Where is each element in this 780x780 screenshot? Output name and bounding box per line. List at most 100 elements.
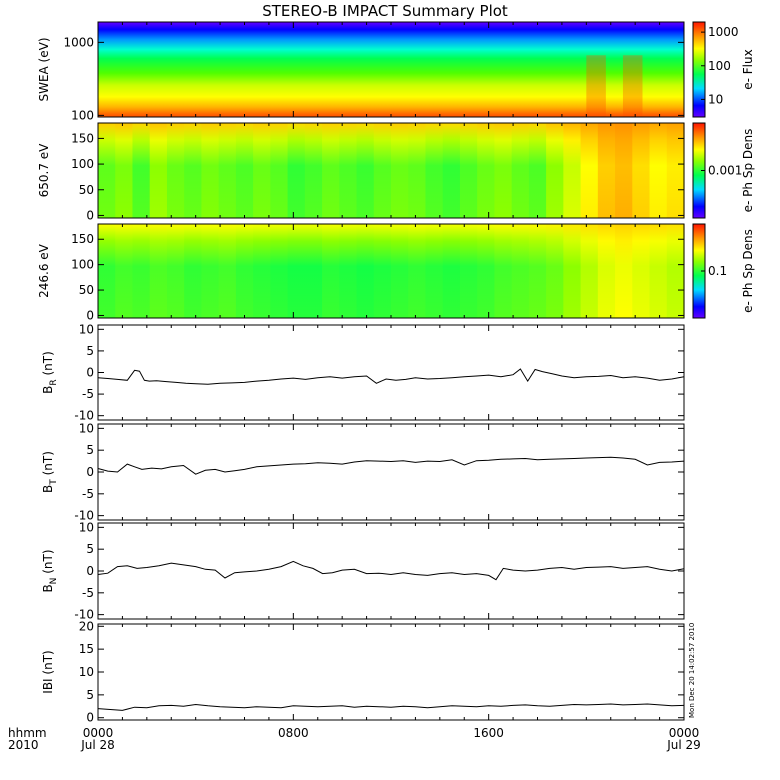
pad-650-ytick-label: 0 <box>86 208 94 222</box>
pad-650-column <box>494 123 513 218</box>
pad-246-column <box>477 224 496 318</box>
panel-bmag: 0 5 10 15 20 IBI (nT) <box>41 619 685 725</box>
bn-ytick-label: 0 <box>86 564 94 578</box>
panel-bn: -10 -5 0 5 10 BN (nT) <box>41 520 685 622</box>
bt-ylabel-unit: (nT) <box>41 451 55 479</box>
bmag-ytick-label: 15 <box>79 642 94 656</box>
pad-650-column <box>356 123 375 218</box>
pad-650-column <box>132 123 151 218</box>
pad-650-column <box>218 123 237 218</box>
bn-ylabel: BN (nT) <box>41 549 59 592</box>
pad-650-column <box>339 123 358 218</box>
pad-246-column <box>632 224 651 318</box>
pad-650-column <box>649 123 668 218</box>
bmag-ytick-label: 10 <box>79 665 94 679</box>
pad-246-column <box>98 224 116 318</box>
swea-colorbar-tick-label: 100 <box>708 59 731 73</box>
bn-ylabel-main: B <box>41 584 55 592</box>
bt-ytick-label: -5 <box>82 487 94 501</box>
pad-650-heatmap <box>98 123 685 218</box>
bn-ytick-label: 5 <box>86 542 94 556</box>
swea-heatmap <box>98 22 684 117</box>
br-series-line <box>97 368 685 385</box>
pad-246-column <box>132 224 151 318</box>
pad-246-column <box>408 224 427 318</box>
pad-650-column <box>270 123 289 218</box>
pad-246-column <box>373 224 392 318</box>
pad-650-column <box>425 123 444 218</box>
pad-650-column <box>149 123 168 218</box>
pad-246-column <box>287 224 306 318</box>
swea-colorbar-label: e- Flux <box>741 49 755 89</box>
x-axis-row1-label: hhmm <box>8 726 47 740</box>
pad-650-column <box>304 123 323 218</box>
bmag-ytick-label: 5 <box>86 688 94 702</box>
pad-650-ytick-label: 150 <box>71 131 94 145</box>
pad-650-colorbar-tick-label: 0.001 <box>708 164 742 178</box>
pad-246-column <box>597 224 616 318</box>
bt-ytick-label: 10 <box>79 421 94 435</box>
x-tick-time-label: 0000 <box>83 726 114 740</box>
pad-650-column <box>253 123 271 218</box>
timestamp-label: Mon Dec 20 14:02:57 2010 <box>688 623 696 718</box>
bt-frame <box>97 423 685 521</box>
pad-650-column <box>184 123 203 218</box>
swea-colorbar-tick-label: 10 <box>708 92 723 106</box>
swea-colorbar-tick-label: 1000 <box>708 25 739 39</box>
pad-650-column <box>546 123 564 218</box>
x-tick-date-label: Jul 29 <box>666 738 701 752</box>
pad-246-column <box>442 224 461 318</box>
pad-650-column <box>615 123 633 218</box>
pad-246-column <box>356 224 375 318</box>
pad-650-column <box>666 123 685 218</box>
br-ytick-label: 5 <box>86 344 94 358</box>
pad-650-ytick-label: 100 <box>71 157 94 171</box>
pad-650-column <box>477 123 496 218</box>
pad-246-column <box>459 224 478 318</box>
bmag-ylabel: IBI (nT) <box>41 650 55 693</box>
bt-ylabel-sub: T <box>49 479 59 486</box>
pad-246-column <box>149 224 168 318</box>
pad-246-column <box>615 224 633 318</box>
pad-650-column <box>632 123 651 218</box>
swea-enhancement <box>586 55 606 117</box>
bmag-ytick-label: 20 <box>79 619 94 633</box>
pad-650-column <box>391 123 409 218</box>
bn-ytick-label: -10 <box>74 608 94 622</box>
pad-246-colorbar-tick-label: 0.1 <box>708 264 727 278</box>
bt-series-line <box>97 456 685 475</box>
pad-246-ytick-label: 100 <box>71 258 94 272</box>
bt-ylabel-main: B <box>41 485 55 493</box>
br-ylabel-main: B <box>41 386 55 394</box>
pad-650-column <box>373 123 392 218</box>
pad-246-column <box>391 224 409 318</box>
plot-title: STEREO-B IMPACT Summary Plot <box>262 2 508 20</box>
pad-246-column <box>322 224 340 318</box>
pad-246-ylabel: 246.6 eV <box>37 243 51 298</box>
bt-ytick-label: 5 <box>86 443 94 457</box>
pad-650-ylabel: 650.7 eV <box>37 143 51 198</box>
bt-ytick-label: 0 <box>86 465 94 479</box>
pad-246-column <box>580 224 599 318</box>
pad-246-column <box>546 224 564 318</box>
bn-ylabel-sub: N <box>49 578 59 585</box>
x-tick-time-label: 0800 <box>278 726 309 740</box>
pad-246-column <box>563 224 582 318</box>
pad-650-column <box>511 123 530 218</box>
pad-246-ytick-label: 150 <box>71 232 94 246</box>
bmag-series-line <box>97 703 685 711</box>
x-tick-date-label: Jul 28 <box>80 738 115 752</box>
panel-bt: -10 -5 0 5 10 BT (nT) <box>41 421 685 523</box>
pad-246-column <box>528 224 547 318</box>
pad-650-column <box>442 123 461 218</box>
swea-enhancement <box>622 55 643 117</box>
pad-246-heatmap <box>98 224 685 318</box>
br-ytick-label: 0 <box>86 366 94 380</box>
pad-246-column <box>166 224 185 318</box>
br-ytick-label: -10 <box>74 409 94 423</box>
pad-246-colorbar-label: e- Ph Sp Dens <box>741 229 755 313</box>
bn-series-line <box>97 560 685 581</box>
pad-246-column <box>270 224 289 318</box>
